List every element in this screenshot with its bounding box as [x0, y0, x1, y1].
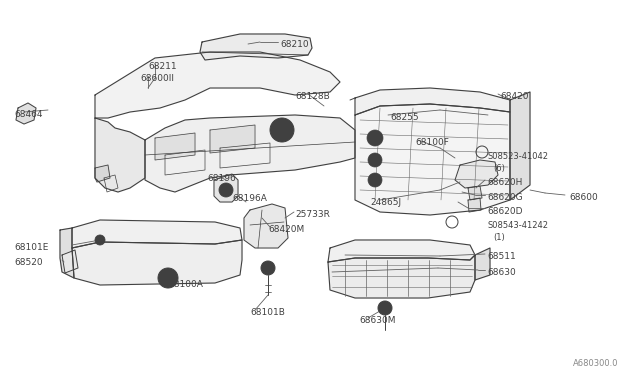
Text: 25733R: 25733R	[295, 210, 330, 219]
Polygon shape	[62, 250, 78, 273]
Text: A680300.0: A680300.0	[573, 359, 618, 368]
Text: 68420M: 68420M	[268, 225, 304, 234]
Polygon shape	[328, 255, 475, 298]
Text: 68520: 68520	[14, 258, 43, 267]
Text: 68420: 68420	[500, 92, 529, 101]
Polygon shape	[16, 103, 36, 124]
Circle shape	[368, 153, 382, 167]
Polygon shape	[355, 104, 510, 215]
Polygon shape	[468, 186, 482, 200]
Polygon shape	[72, 220, 242, 248]
Polygon shape	[468, 198, 481, 212]
Text: 68630M: 68630M	[359, 316, 396, 325]
Text: 68255: 68255	[390, 113, 419, 122]
Text: 68101E: 68101E	[14, 243, 49, 252]
Circle shape	[158, 268, 178, 288]
Text: 68210: 68210	[280, 40, 308, 49]
Polygon shape	[355, 88, 510, 115]
Text: S08523-41042: S08523-41042	[487, 152, 548, 161]
Circle shape	[382, 305, 388, 311]
Text: 68196A: 68196A	[232, 194, 267, 203]
Polygon shape	[200, 34, 312, 60]
Polygon shape	[210, 125, 255, 153]
Circle shape	[378, 301, 392, 315]
Text: 68100F: 68100F	[415, 138, 449, 147]
Text: 68620D: 68620D	[487, 207, 522, 216]
Text: 68600II: 68600II	[140, 74, 174, 83]
Text: S08543-41242: S08543-41242	[487, 221, 548, 230]
Text: 68511: 68511	[487, 252, 516, 261]
Text: 68101B: 68101B	[250, 308, 285, 317]
Text: 68128B: 68128B	[295, 92, 330, 101]
Circle shape	[367, 130, 383, 146]
Text: 24865J: 24865J	[370, 198, 401, 207]
Circle shape	[265, 265, 271, 271]
Polygon shape	[244, 204, 288, 248]
Text: (6): (6)	[493, 164, 505, 173]
Text: 68620H: 68620H	[487, 178, 522, 187]
Polygon shape	[145, 115, 355, 192]
Polygon shape	[328, 240, 475, 262]
Polygon shape	[72, 240, 242, 285]
Circle shape	[95, 235, 105, 245]
Circle shape	[261, 261, 275, 275]
Circle shape	[277, 125, 287, 135]
Polygon shape	[510, 92, 530, 200]
Circle shape	[368, 173, 382, 187]
Polygon shape	[95, 118, 145, 192]
Text: 68620G: 68620G	[487, 193, 523, 202]
Polygon shape	[60, 228, 74, 278]
Circle shape	[270, 118, 294, 142]
Text: 68211: 68211	[148, 62, 177, 71]
Polygon shape	[455, 160, 498, 188]
Text: 68196: 68196	[207, 174, 236, 183]
Polygon shape	[95, 165, 110, 182]
Text: 68630: 68630	[487, 268, 516, 277]
Polygon shape	[95, 52, 340, 118]
Polygon shape	[475, 248, 490, 280]
Text: 68100A: 68100A	[168, 280, 203, 289]
Text: 68600: 68600	[569, 193, 598, 202]
Circle shape	[219, 183, 233, 197]
Text: 68464: 68464	[14, 110, 42, 119]
Text: (1): (1)	[493, 233, 505, 242]
Polygon shape	[214, 174, 238, 202]
Polygon shape	[155, 133, 195, 160]
